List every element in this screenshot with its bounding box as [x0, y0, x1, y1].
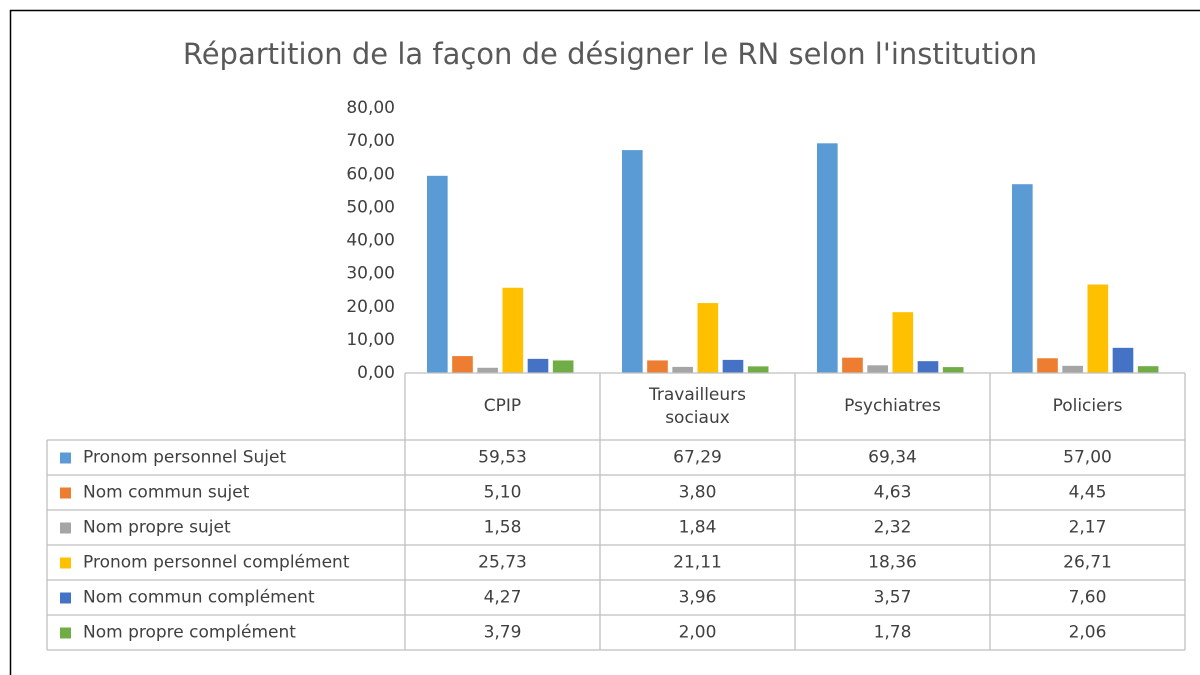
bar	[1112, 347, 1134, 373]
bar	[942, 367, 964, 373]
legend-label: Pronom personnel Sujet	[83, 448, 286, 468]
chart-title: Répartition de la façon de désigner le R…	[183, 37, 1037, 71]
data-label: 26,71	[1063, 553, 1112, 573]
x-tick-label: Travailleurs sociaux	[648, 384, 747, 428]
bar	[477, 367, 498, 373]
x-tick-label: CPIP	[483, 396, 522, 417]
legend-label: Nom commun sujet	[83, 483, 250, 503]
category-cell: Psychiatres	[844, 396, 941, 417]
category-cell: Policiers	[1052, 396, 1123, 417]
bar	[1137, 366, 1159, 373]
data-label: 25,73	[478, 553, 527, 573]
data-label: 2,17	[1069, 518, 1107, 538]
y-tick-label: 30,00	[346, 264, 395, 284]
legend-label: Nom propre complément	[83, 623, 296, 643]
bar	[552, 360, 574, 373]
data-label: 4,45	[1069, 483, 1107, 503]
bar	[502, 287, 524, 373]
legend-key	[60, 627, 71, 639]
legend-key	[60, 487, 71, 499]
data-label: 2,32	[874, 518, 912, 538]
bar	[867, 365, 888, 373]
data-label: 67,29	[673, 448, 722, 468]
y-tick-label: 40,00	[346, 231, 395, 251]
data-label: 3,79	[484, 623, 522, 643]
bar	[1012, 184, 1033, 373]
category-cell: CPIP	[483, 396, 522, 417]
bar	[452, 356, 473, 373]
bar	[842, 357, 863, 373]
data-label: 2,06	[1069, 623, 1107, 643]
data-label: 57,00	[1063, 448, 1112, 468]
y-tick-label: 20,00	[346, 297, 395, 317]
data-label: 59,53	[478, 448, 527, 468]
data-label: 1,58	[484, 518, 522, 538]
bar	[427, 175, 448, 373]
legend-label: Nom commun complément	[83, 588, 315, 608]
data-label: 4,27	[484, 588, 522, 608]
bar	[527, 358, 549, 373]
bar	[672, 366, 693, 373]
data-label: 69,34	[868, 448, 917, 468]
bar	[1037, 358, 1058, 373]
bar	[622, 150, 643, 373]
y-tick-label: 80,00	[346, 98, 395, 118]
bar	[1087, 284, 1109, 373]
bar	[697, 303, 719, 373]
data-label: 3,96	[679, 588, 717, 608]
legend-key	[60, 592, 71, 604]
x-tick-label: Psychiatres	[844, 396, 941, 417]
data-label: 18,36	[868, 553, 917, 573]
data-label: 3,80	[679, 483, 717, 503]
bar	[892, 312, 914, 373]
data-label: 1,84	[679, 518, 717, 538]
legend-key	[60, 557, 71, 569]
y-tick-label: 60,00	[346, 164, 395, 184]
y-tick-label: 50,00	[346, 197, 395, 217]
legend-label: Pronom personnel complément	[83, 553, 350, 573]
y-tick-label: 70,00	[346, 131, 395, 151]
bar	[917, 361, 939, 373]
x-tick-label: Policiers	[1052, 396, 1123, 417]
bar	[722, 359, 744, 373]
category-cell: Travailleurs sociaux	[648, 384, 747, 428]
bar	[747, 366, 769, 373]
data-label: 2,00	[679, 623, 717, 643]
data-label: 1,78	[874, 623, 912, 643]
y-tick-label: 0,00	[357, 363, 395, 383]
bar	[647, 360, 668, 373]
data-label: 3,57	[874, 588, 912, 608]
data-label: 7,60	[1069, 588, 1107, 608]
data-label: 5,10	[484, 483, 522, 503]
bar	[1062, 365, 1083, 373]
legend-label: Nom propre sujet	[83, 518, 231, 538]
data-label: 21,11	[673, 553, 722, 573]
bar	[817, 143, 838, 373]
data-label: 4,63	[874, 483, 912, 503]
legend-key	[60, 522, 71, 534]
y-tick-label: 10,00	[346, 330, 395, 350]
legend-key	[60, 452, 71, 464]
